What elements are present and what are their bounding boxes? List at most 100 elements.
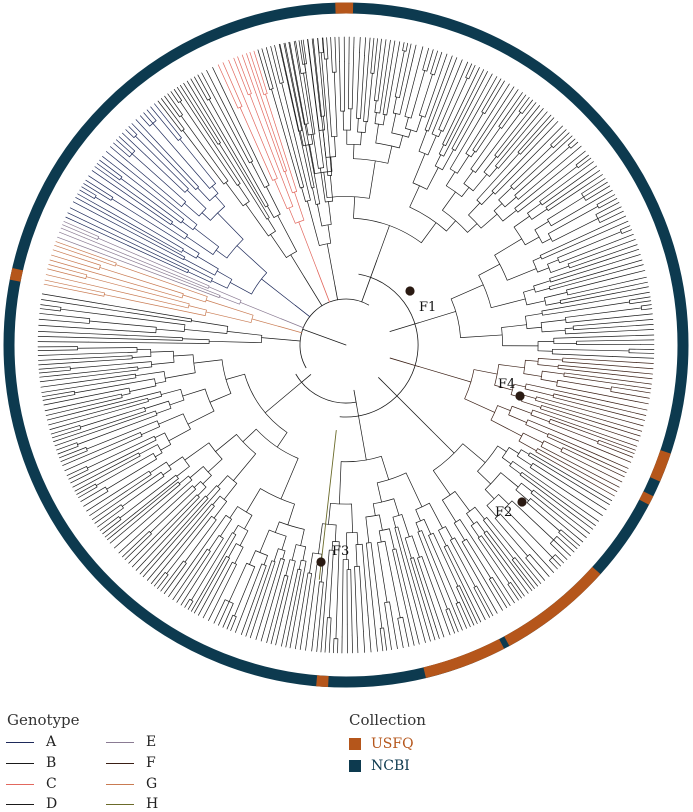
branch xyxy=(187,81,197,98)
branch xyxy=(138,484,180,519)
branch xyxy=(212,186,218,193)
branch-arc xyxy=(261,335,262,342)
branch xyxy=(288,504,295,525)
branch xyxy=(107,459,157,489)
branch xyxy=(183,389,206,396)
branch xyxy=(525,313,542,316)
branch-arc xyxy=(232,562,236,564)
branch xyxy=(538,365,558,367)
branch xyxy=(482,79,501,112)
branch xyxy=(317,634,319,652)
branch-arc xyxy=(205,310,206,316)
branch xyxy=(220,519,231,536)
branch xyxy=(356,545,357,567)
branch-arc xyxy=(491,406,498,421)
branch xyxy=(353,197,354,219)
branch xyxy=(375,113,376,124)
branch xyxy=(326,59,331,137)
branch xyxy=(161,389,181,394)
branch-arc xyxy=(393,113,400,114)
branch xyxy=(564,136,572,143)
branch xyxy=(554,540,571,556)
branch xyxy=(79,401,149,421)
genotype-legend-d: D xyxy=(6,796,57,812)
branch xyxy=(63,461,75,466)
branch xyxy=(640,383,651,384)
branch xyxy=(206,300,253,315)
branch-arc xyxy=(129,388,130,393)
branch xyxy=(92,171,102,178)
branch xyxy=(188,272,211,283)
branch xyxy=(522,472,565,503)
branch-arc xyxy=(319,243,330,245)
branch xyxy=(521,450,529,455)
branch xyxy=(189,306,207,310)
branch-arc xyxy=(419,151,428,155)
branch xyxy=(629,353,654,354)
branch xyxy=(541,320,566,323)
branch xyxy=(458,619,462,630)
branch xyxy=(55,245,116,266)
branch xyxy=(92,507,111,520)
branch-arc xyxy=(419,115,425,117)
branch-arc xyxy=(358,132,366,133)
branch xyxy=(219,144,267,220)
branch xyxy=(508,584,519,600)
branch xyxy=(548,206,598,233)
branch xyxy=(457,155,469,173)
branch xyxy=(304,277,322,306)
branch xyxy=(444,547,469,597)
branch xyxy=(302,375,311,383)
branch xyxy=(572,495,602,515)
node-marker-f4 xyxy=(515,391,524,400)
branch xyxy=(39,319,89,323)
genotype-e-line xyxy=(106,742,134,743)
branch xyxy=(186,549,207,581)
branch xyxy=(227,331,262,335)
branch xyxy=(548,260,559,264)
branch xyxy=(226,183,243,206)
branch-arc xyxy=(183,414,190,429)
branch-arc xyxy=(515,195,519,199)
branch-arc xyxy=(546,207,548,210)
branch xyxy=(266,187,280,215)
branch xyxy=(406,473,422,507)
branch xyxy=(564,376,626,385)
branch-arc xyxy=(236,544,243,548)
branch xyxy=(397,42,399,56)
branch xyxy=(198,487,206,495)
branch xyxy=(277,432,287,447)
branch xyxy=(498,603,503,611)
branch xyxy=(198,604,204,616)
branch-arc xyxy=(256,551,268,556)
branch-arc xyxy=(227,326,228,333)
genotype-a-line xyxy=(6,742,34,743)
branch-arc xyxy=(209,443,222,459)
branch xyxy=(491,420,522,436)
branch xyxy=(249,551,255,565)
branch xyxy=(352,47,354,109)
branch xyxy=(416,523,419,532)
branch xyxy=(188,411,214,424)
branch xyxy=(312,188,316,205)
branch-arc xyxy=(395,97,399,98)
branch xyxy=(274,549,278,562)
branch xyxy=(292,545,296,561)
branch xyxy=(198,188,210,201)
branch-arc xyxy=(308,134,315,135)
node-marker-f1 xyxy=(405,286,414,295)
branch xyxy=(339,37,340,61)
branch xyxy=(410,186,420,207)
branch-arc xyxy=(238,507,252,516)
branch xyxy=(629,297,650,300)
node-marker-f2 xyxy=(517,497,526,506)
branch xyxy=(334,72,337,136)
branch xyxy=(84,270,182,298)
branch xyxy=(468,224,478,233)
branch xyxy=(230,282,251,294)
branch xyxy=(416,510,421,521)
branch xyxy=(471,127,501,169)
branch xyxy=(265,382,301,413)
branch xyxy=(329,550,333,617)
branch xyxy=(155,433,165,438)
